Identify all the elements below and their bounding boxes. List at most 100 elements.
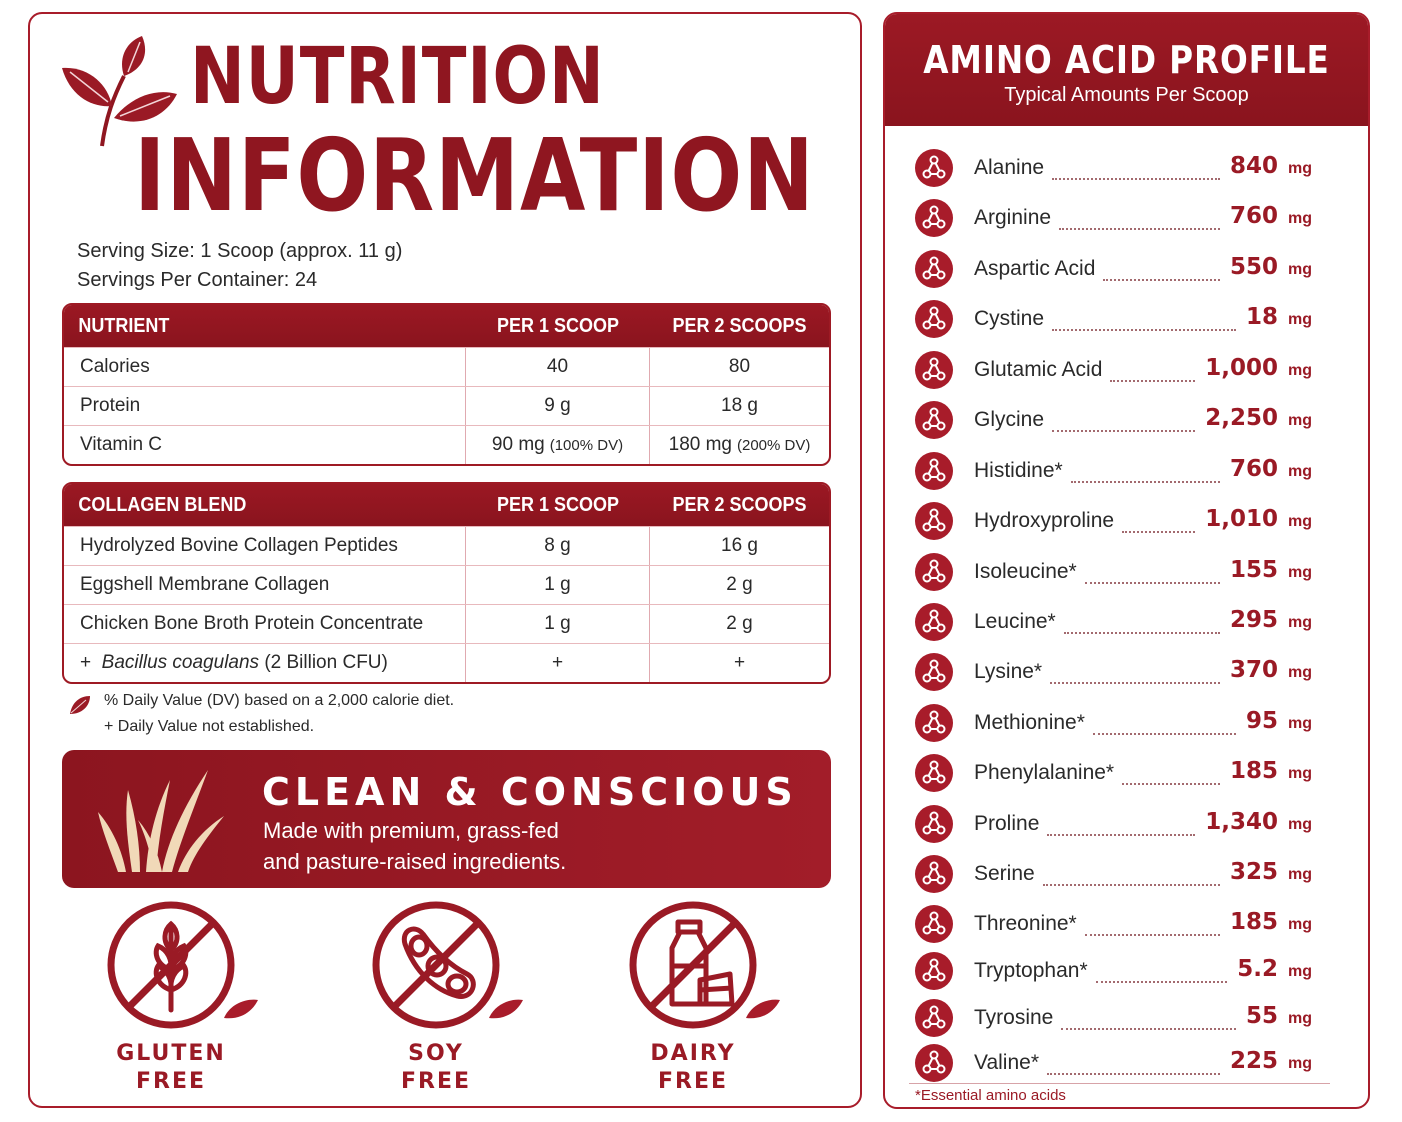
value-text: 180 mg xyxy=(668,434,732,455)
amino-unit: mg xyxy=(1288,1010,1312,1027)
amino-unit: mg xyxy=(1288,816,1312,833)
header-per-2-scoops: PER 2 SCOOPS xyxy=(672,314,807,337)
value-text: 18 g xyxy=(721,395,758,416)
badge-label-soy: SOY xyxy=(408,1041,464,1066)
title-line-1: NUTRITION xyxy=(190,32,605,122)
molecule-icon xyxy=(915,351,953,389)
per-1-value: 40 xyxy=(466,348,650,386)
list-item: Phenylalanine* 185 mg xyxy=(885,753,1368,793)
molecule-icon xyxy=(915,149,953,187)
essential-note: *Essential amino acids xyxy=(915,1087,1066,1104)
per-2-value: 16 g xyxy=(721,535,758,556)
dot-leader xyxy=(1052,309,1236,331)
value-text: 90 mg xyxy=(491,434,545,455)
amino-name: Isoleucine* xyxy=(974,560,1077,583)
amino-title: AMINO ACID PROFILE xyxy=(923,38,1330,82)
ingredient-name: Hydrolyzed Bovine Collagen Peptides xyxy=(64,527,466,565)
probiotic-species: Bacillus coagulans xyxy=(101,652,260,673)
amino-subtitle: Typical Amounts Per Scoop xyxy=(1004,84,1249,106)
amino-name: Glutamic Acid xyxy=(974,358,1103,381)
table-row: Hydrolyzed Bovine Collagen Peptides 8 g … xyxy=(64,526,829,565)
molecule-icon xyxy=(915,300,953,338)
dot-leader xyxy=(1047,814,1195,836)
value-text: 80 xyxy=(728,356,751,377)
amino-value: 295 xyxy=(1229,607,1278,633)
amino-value: 225 xyxy=(1229,1048,1278,1074)
amino-unit: mg xyxy=(1288,261,1312,278)
amino-name: Histidine* xyxy=(974,459,1063,482)
amino-name: Valine* xyxy=(974,1051,1039,1074)
amino-unit: mg xyxy=(1288,963,1312,980)
per-2-value: 180 mg (200% DV) xyxy=(650,426,829,464)
amino-header: AMINO ACID PROFILE Typical Amounts Per S… xyxy=(885,14,1368,126)
amino-unit: mg xyxy=(1288,1055,1312,1072)
clean-conscious-banner: CLEAN & CONSCIOUS Made with premium, gra… xyxy=(62,750,831,888)
molecule-icon xyxy=(915,704,953,742)
dot-leader xyxy=(1061,1008,1236,1030)
nutrient-name: Calories xyxy=(64,348,466,386)
dot-leader xyxy=(1043,864,1220,886)
list-item: Leucine* 295 mg xyxy=(885,602,1368,642)
amino-value: 185 xyxy=(1229,758,1278,784)
amino-unit: mg xyxy=(1288,463,1312,480)
per-1-value: 8 g xyxy=(466,527,650,565)
ingredient-name: Eggshell Membrane Collagen xyxy=(64,566,466,604)
dot-leader xyxy=(1052,410,1195,432)
list-item: Cystine 18 mg xyxy=(885,299,1368,339)
molecule-icon xyxy=(915,855,953,893)
amino-name: Lysine* xyxy=(974,660,1043,683)
dv-note: (100% DV) xyxy=(549,436,624,454)
amino-unit: mg xyxy=(1288,614,1312,631)
molecule-icon xyxy=(915,452,953,490)
dot-leader xyxy=(1052,158,1220,180)
per-2-value: + xyxy=(733,652,746,673)
amino-unit: mg xyxy=(1288,765,1312,782)
dv-note: (200% DV) xyxy=(737,436,811,454)
soybean-icon xyxy=(372,901,523,1029)
nutrient-name: Protein xyxy=(64,387,466,425)
list-item: Valine* 225 mg xyxy=(885,1043,1368,1083)
amino-name: Alanine xyxy=(974,156,1045,179)
list-item: Isoleucine* 155 mg xyxy=(885,552,1368,592)
value-text: 40 xyxy=(546,356,569,377)
per-2-value: 2 g xyxy=(726,574,753,595)
dv-footnote: % Daily Value (DV) based on a 2,000 calo… xyxy=(104,692,455,709)
dot-leader xyxy=(1096,961,1227,983)
badge-label-gluten: GLUTEN xyxy=(116,1041,226,1066)
probiotic-name: + Bacillus coagulans (2 Billion CFU) xyxy=(64,644,466,682)
list-item: Tyrosine 55 mg xyxy=(885,998,1368,1038)
per-1-value: 9 g xyxy=(466,387,650,425)
amino-value: 760 xyxy=(1229,456,1278,482)
list-item: Threonine* 185 mg xyxy=(885,904,1368,944)
amino-name: Serine xyxy=(974,862,1035,885)
amino-value: 760 xyxy=(1229,203,1278,229)
banner-line-1: Made with premium, grass-fed xyxy=(263,818,559,843)
per-2-value: 2 g xyxy=(726,613,753,634)
badge-label-dairy: DAIRY xyxy=(650,1041,736,1066)
nutrient-table: NUTRIENT PER 1 SCOOP PER 2 SCOOPS Calori… xyxy=(62,303,831,466)
list-item: Proline 1,340 mg xyxy=(885,804,1368,844)
amino-unit: mg xyxy=(1288,866,1312,883)
table-row: Vitamin C 90 mg (100% DV) 180 mg (200% DV) xyxy=(64,425,829,464)
list-item: Glycine 2,250 mg xyxy=(885,400,1368,440)
amino-unit: mg xyxy=(1288,160,1312,177)
dot-leader xyxy=(1047,1053,1220,1075)
badge-label-free: FREE xyxy=(135,1069,207,1094)
amino-name: Arginine xyxy=(974,206,1052,229)
amino-value: 1,010 xyxy=(1205,506,1278,532)
collagen-table-header: COLLAGEN BLEND PER 1 SCOOP PER 2 SCOOPS xyxy=(64,484,829,526)
molecule-icon xyxy=(915,553,953,591)
amino-value: 840 xyxy=(1229,153,1278,179)
dot-leader xyxy=(1122,511,1195,533)
plus-mark: + xyxy=(80,652,92,673)
list-item: Hydroxyproline 1,010 mg xyxy=(885,501,1368,541)
table-row: Chicken Bone Broth Protein Concentrate 1… xyxy=(64,604,829,643)
molecule-icon xyxy=(915,401,953,439)
amino-value: 2,250 xyxy=(1205,405,1278,431)
amino-unit: mg xyxy=(1288,311,1312,328)
list-item: Histidine* 760 mg xyxy=(885,451,1368,491)
header-nutrient: NUTRIENT xyxy=(78,314,170,337)
dot-leader xyxy=(1071,461,1220,483)
dot-leader xyxy=(1059,208,1220,230)
amino-unit: mg xyxy=(1288,916,1312,933)
